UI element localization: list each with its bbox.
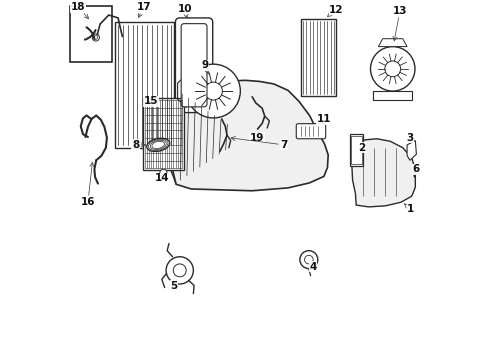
Bar <box>115 22 174 148</box>
Text: 2: 2 <box>358 143 365 153</box>
Text: 19: 19 <box>249 132 264 143</box>
Circle shape <box>160 169 167 176</box>
Circle shape <box>187 64 240 118</box>
FancyBboxPatch shape <box>296 124 326 139</box>
Ellipse shape <box>150 140 166 149</box>
Text: 15: 15 <box>144 96 158 106</box>
Circle shape <box>92 34 99 41</box>
Circle shape <box>166 257 194 284</box>
Ellipse shape <box>148 139 168 150</box>
Bar <box>300 19 337 96</box>
Text: 16: 16 <box>81 162 95 207</box>
Polygon shape <box>168 98 184 184</box>
FancyBboxPatch shape <box>181 24 207 107</box>
Text: 7: 7 <box>231 136 288 150</box>
Ellipse shape <box>152 141 165 148</box>
Bar <box>143 98 184 170</box>
Text: 5: 5 <box>171 280 177 291</box>
Text: 13: 13 <box>392 6 407 41</box>
Polygon shape <box>378 39 407 46</box>
Text: 18: 18 <box>71 2 89 19</box>
Text: 1: 1 <box>404 204 415 215</box>
Bar <box>350 134 364 166</box>
Circle shape <box>300 251 318 269</box>
FancyBboxPatch shape <box>175 18 213 113</box>
Circle shape <box>304 255 313 264</box>
Text: 8: 8 <box>132 140 145 150</box>
Text: 12: 12 <box>327 5 343 17</box>
Text: 10: 10 <box>177 4 192 18</box>
Text: 14: 14 <box>155 173 170 183</box>
Bar <box>351 136 362 164</box>
Circle shape <box>204 82 222 100</box>
Text: 11: 11 <box>317 114 331 124</box>
Circle shape <box>94 36 98 39</box>
Polygon shape <box>407 140 416 160</box>
Bar <box>373 91 413 100</box>
Text: 9: 9 <box>201 60 209 74</box>
Text: 4: 4 <box>310 262 317 272</box>
Circle shape <box>173 264 186 277</box>
Circle shape <box>385 61 401 77</box>
Text: 6: 6 <box>413 164 420 174</box>
Circle shape <box>370 46 415 91</box>
Polygon shape <box>352 139 416 207</box>
Ellipse shape <box>147 138 170 152</box>
Bar <box>70 6 112 62</box>
Text: 3: 3 <box>406 133 414 144</box>
Polygon shape <box>171 80 328 191</box>
Text: 17: 17 <box>137 2 151 17</box>
